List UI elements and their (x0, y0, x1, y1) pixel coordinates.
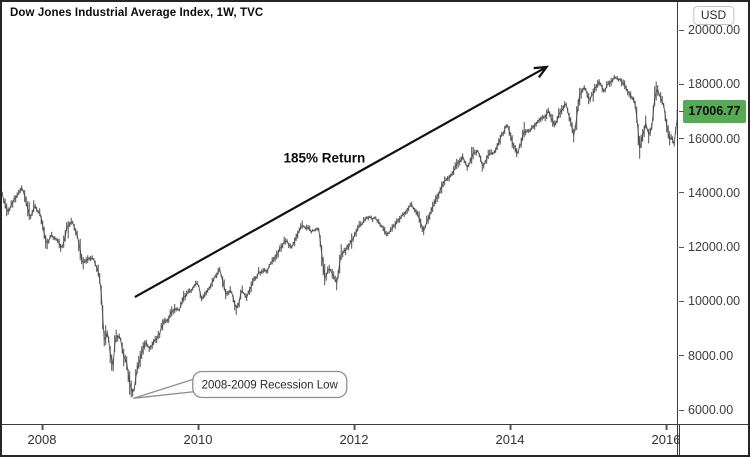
price-tick-dash (679, 29, 684, 31)
year-tick-dash (353, 425, 356, 430)
price-tick: 14000.00 (679, 185, 740, 201)
callout-box (192, 370, 348, 399)
price-tick: 20000.00 (679, 22, 740, 38)
last-price-value: 17006.77 (688, 104, 741, 119)
callout-tail (133, 377, 197, 399)
year-tick-dash (665, 425, 668, 430)
price-tick-dash (679, 409, 684, 411)
price-tick-label: 8000.00 (688, 348, 734, 363)
price-tick-label: 14000.00 (688, 185, 741, 200)
price-tick-label: 18000.00 (688, 77, 741, 92)
trend-arrow[interactable] (134, 65, 550, 299)
price-tick-label: 12000.00 (688, 240, 741, 255)
price-tick-dash (679, 246, 684, 248)
year-tick-label: 2008 (27, 432, 57, 447)
year-tick: 2014 (495, 425, 525, 447)
price-chart[interactable]: 2008-2009 Recession Low (2, 2, 677, 424)
price-axis[interactable]: USD 20000.00 18000.00 16000.00 14000.00 1200… (679, 2, 748, 424)
price-tick-dash (679, 300, 684, 302)
price-tick-label: 16000.00 (688, 131, 741, 146)
price-tick: 6000.00 (679, 402, 733, 418)
plot-area[interactable]: 2008-2009 Recession Low Dow Jones Indust… (2, 2, 677, 424)
price-tick: 10000.00 (679, 293, 740, 309)
price-tick-label: 10000.00 (688, 294, 741, 309)
price-series-line (2, 77, 677, 393)
time-axis[interactable]: 2008 2010 2012 2014 2016 (2, 425, 748, 455)
year-tick: 2012 (339, 425, 369, 447)
year-tick-dash (509, 425, 512, 430)
price-tick: 16000.00 (679, 131, 740, 147)
recession-callout-label: 2008-2009 Recession Low (202, 379, 339, 391)
currency-badge: USD (692, 6, 735, 25)
year-tick: 2010 (183, 425, 213, 447)
price-tick-label: 20000.00 (688, 23, 741, 37)
price-tick-dash (679, 192, 684, 194)
year-tick-label: 2016 (651, 432, 681, 447)
year-tick-dash (41, 425, 44, 430)
price-tick: 12000.00 (679, 239, 740, 255)
price-tick-dash (679, 83, 684, 85)
last-price-tag: 17006.77 (679, 99, 746, 123)
price-tick-dash (679, 355, 684, 357)
price-tick-label: 6000.00 (688, 403, 734, 417)
year-tick: 2016 (651, 425, 681, 447)
price-tick: 18000.00 (679, 76, 740, 92)
year-tick-label: 2012 (339, 432, 369, 447)
chart-title: Dow Jones Industrial Average Index, 1W, … (10, 7, 264, 19)
year-tick-dash (197, 425, 200, 430)
axis-corner-cell (678, 425, 748, 455)
last-price-tick (679, 110, 684, 112)
time-axis-divider (2, 424, 748, 425)
year-tick: 2008 (27, 425, 57, 447)
price-axis-divider (677, 2, 678, 455)
return-annotation-label[interactable]: 185% Return (283, 150, 366, 166)
price-tick: 8000.00 (679, 348, 733, 364)
year-tick-label: 2014 (495, 432, 525, 447)
price-tick-dash (679, 138, 684, 140)
year-tick-label: 2010 (183, 432, 213, 447)
recession-callout[interactable]: 2008-2009 Recession Low (133, 370, 348, 399)
